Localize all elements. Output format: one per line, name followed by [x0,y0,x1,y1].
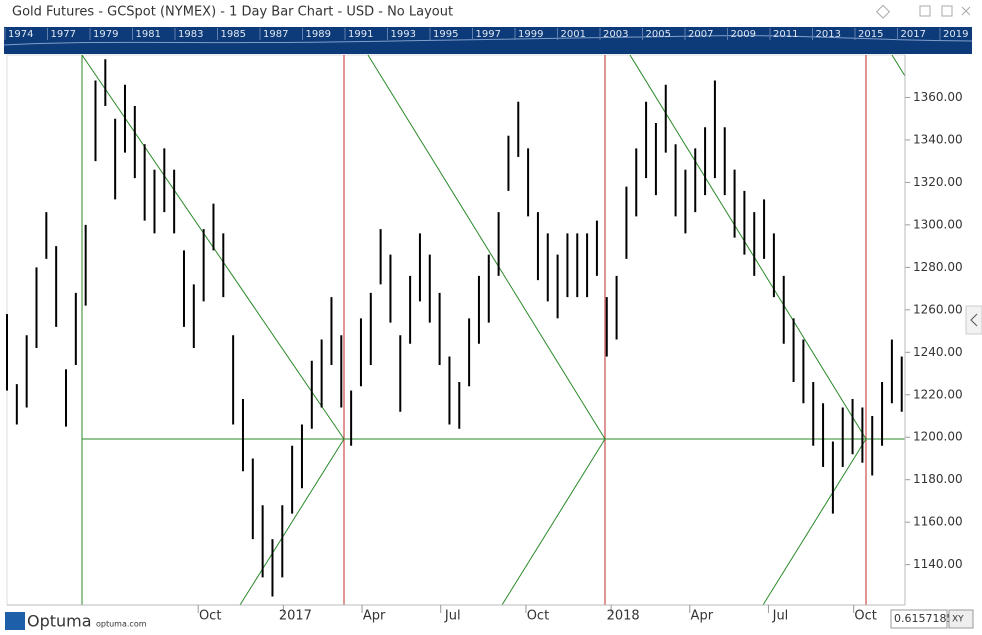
overview-year: 1974 [8,29,33,40]
y-tick-label: 1160.00 [913,515,963,529]
overview-year: 2003 [603,29,628,40]
overview-year: 2017 [901,29,926,40]
overview-year: 2001 [561,29,586,40]
plot-area[interactable] [6,54,906,606]
y-tick-label: 1240.00 [913,345,963,359]
y-tick-label: 1260.00 [913,302,963,316]
overview-line [3,35,973,46]
window-icon[interactable] [919,5,931,17]
trend-line [762,438,867,606]
pin-icon[interactable] [875,4,891,19]
restore-icon[interactable] [941,5,953,17]
x-axis-strip [0,605,982,635]
overview-year: 1997 [476,29,501,40]
overview-year: 2019 [943,29,968,40]
trend-line [367,54,606,440]
overview-year: 1979 [93,29,118,40]
overview-year: 1991 [348,29,373,40]
x-tick-label: Oct [199,609,221,624]
y-tick-label: 1200.00 [913,430,963,444]
overview-year: 2007 [688,29,713,40]
overview-year: 1981 [136,29,161,40]
overview-year: 2005 [646,29,671,40]
close-icon[interactable] [961,6,971,16]
x-tick-label: 2018 [607,609,640,624]
x-tick-label: Jul [772,609,789,624]
overview-year: 2013 [816,29,841,40]
trend-line [891,54,906,77]
y-tick-label: 1280.00 [913,260,963,274]
x-tick-label: Apr [363,609,386,624]
overview-year: 1993 [391,29,416,40]
overview-year: 2009 [731,29,756,40]
overview-year: 2015 [858,29,883,40]
y-tick-label: 1140.00 [913,557,963,571]
window-buttons[interactable] [875,4,971,19]
overview-year: 1985 [221,29,246,40]
y-tick-label: 1360.00 [913,90,963,104]
y-tick-label: 1180.00 [913,472,963,486]
trend-line [629,54,867,440]
overview-year: 1995 [433,29,458,40]
overview-year: 2011 [773,29,798,40]
y-tick-label: 1300.00 [913,217,963,231]
x-tick-label: Oct [527,609,549,624]
readout-box[interactable] [890,609,948,629]
overview-strip[interactable] [4,27,972,54]
x-tick-label: Oct [854,609,876,624]
x-tick-label: Apr [691,609,714,624]
y-tick-label: 1220.00 [913,387,963,401]
overview-year: 1999 [518,29,543,40]
overview-year: 1989 [306,29,331,40]
trend-line [501,438,606,606]
x-tick-label: 2017 [279,609,312,624]
side-panel-toggle[interactable] [965,305,982,335]
trend-line [239,438,345,606]
brand: Optuma [27,612,92,631]
readout: 0.6157185 [894,612,954,625]
mode-label[interactable]: XY [952,615,964,625]
overview-year: 1977 [51,29,76,40]
x-tick-label: Jul [444,609,461,624]
mode-button[interactable] [948,609,974,629]
logo-icon [5,612,25,630]
window-title: Gold Futures - GCSpot (NYMEX) - 1 Day Ba… [12,5,453,20]
overview-year: 1983 [178,29,203,40]
overview-year: 1987 [263,29,288,40]
y-tick-label: 1320.00 [913,175,963,189]
y-tick-label: 1340.00 [913,132,963,146]
toggle-arrow [970,313,978,327]
brand-site: optuma.com [96,620,147,629]
